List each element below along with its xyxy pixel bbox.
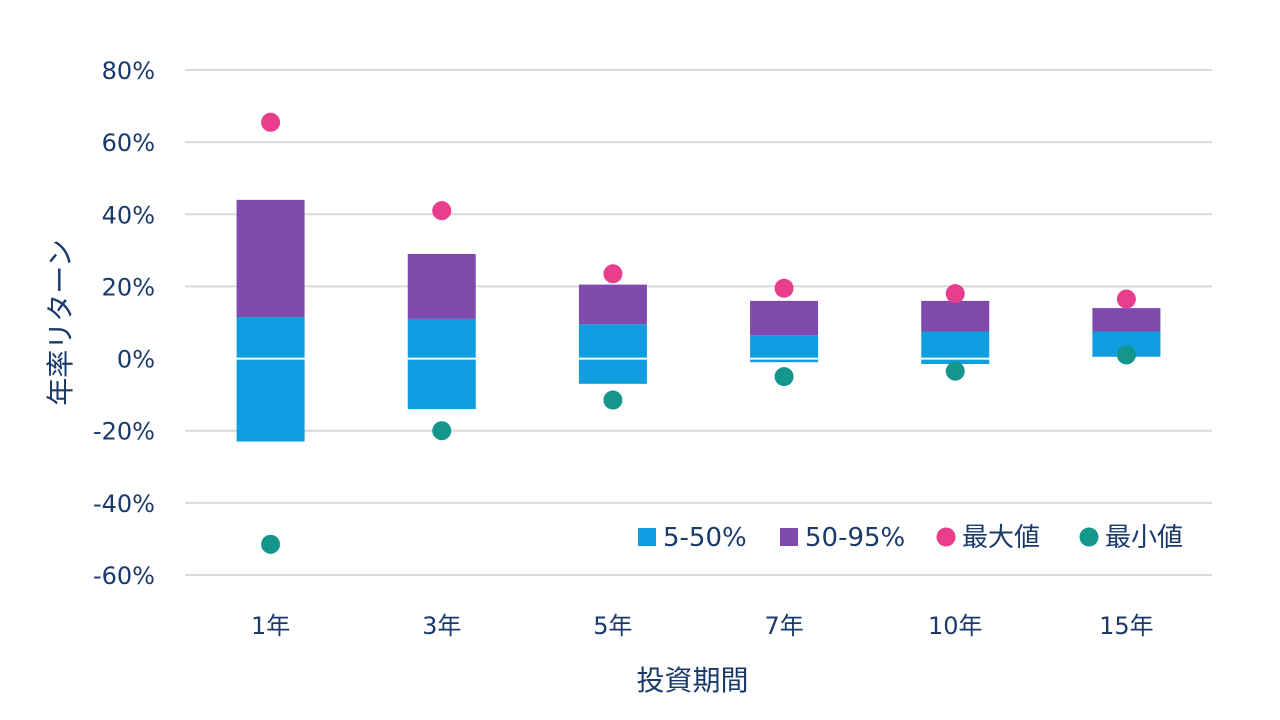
marker-最小値 bbox=[603, 390, 623, 410]
legend-swatch bbox=[936, 527, 956, 547]
bar-50-95% bbox=[236, 199, 305, 318]
y-axis-title: 年率リターン bbox=[44, 239, 77, 406]
marker-最小値 bbox=[261, 534, 281, 554]
marker-最大値 bbox=[774, 278, 794, 298]
marker-最大値 bbox=[432, 201, 452, 221]
marker-最大値 bbox=[945, 284, 965, 304]
legend-label: 50-95% bbox=[805, 523, 905, 553]
bar-50-95% bbox=[750, 300, 819, 336]
bar-50-95% bbox=[921, 300, 990, 332]
y-tick-label: -60% bbox=[93, 562, 155, 590]
x-axis-title: 投資期間 bbox=[636, 664, 748, 697]
x-tick-labels: 1年 3年 5年 7年 10年 15年 bbox=[251, 612, 1154, 640]
legend-item: 最大値 bbox=[936, 523, 1040, 553]
marker-最小値 bbox=[1116, 345, 1136, 365]
legend-swatch bbox=[638, 528, 656, 546]
bars bbox=[236, 199, 1161, 442]
x-tick-label: 1年 bbox=[251, 612, 290, 640]
y-tick-label: 60% bbox=[102, 129, 155, 157]
bar-50-95% bbox=[1092, 308, 1161, 332]
x-tick-label: 3年 bbox=[422, 612, 461, 640]
bar-5-50% bbox=[407, 318, 476, 410]
legend-item: 50-95% bbox=[780, 523, 905, 553]
y-tick-label: 80% bbox=[102, 57, 155, 85]
y-tick-label: -40% bbox=[93, 490, 155, 518]
markers bbox=[261, 112, 1136, 554]
y-tick-label: -20% bbox=[93, 418, 155, 446]
bar-5-50% bbox=[236, 317, 305, 442]
legend-label: 最大値 bbox=[962, 523, 1040, 553]
marker-最大値 bbox=[261, 112, 281, 132]
y-tick-label: 20% bbox=[102, 273, 155, 301]
marker-最大値 bbox=[603, 264, 623, 284]
legend-item: 5-50% bbox=[638, 523, 747, 553]
legend: 5-50% 50-95% 最大値 最小値 bbox=[638, 523, 1183, 553]
bar-5-50% bbox=[578, 324, 647, 384]
x-tick-label: 5年 bbox=[593, 612, 632, 640]
bar-50-95% bbox=[578, 284, 647, 325]
legend-swatch bbox=[780, 528, 798, 546]
y-tick-label: 40% bbox=[102, 201, 155, 229]
legend-label: 最小値 bbox=[1105, 523, 1183, 553]
gridlines bbox=[185, 69, 1212, 576]
legend-label: 5-50% bbox=[663, 523, 747, 553]
bar-50-95% bbox=[407, 253, 476, 319]
legend-item: 最小値 bbox=[1079, 523, 1183, 553]
marker-最小値 bbox=[774, 367, 794, 387]
x-tick-label: 7年 bbox=[764, 612, 803, 640]
y-tick-labels: 80% 60% 40% 20% 0% -20% -40% -60% bbox=[93, 57, 155, 590]
marker-最小値 bbox=[432, 421, 452, 441]
legend-swatch bbox=[1079, 527, 1099, 547]
x-tick-label: 10年 bbox=[928, 612, 983, 640]
marker-最小値 bbox=[945, 361, 965, 381]
y-tick-label: 0% bbox=[117, 346, 155, 374]
marker-最大値 bbox=[1116, 289, 1136, 309]
x-tick-label: 15年 bbox=[1099, 612, 1154, 640]
